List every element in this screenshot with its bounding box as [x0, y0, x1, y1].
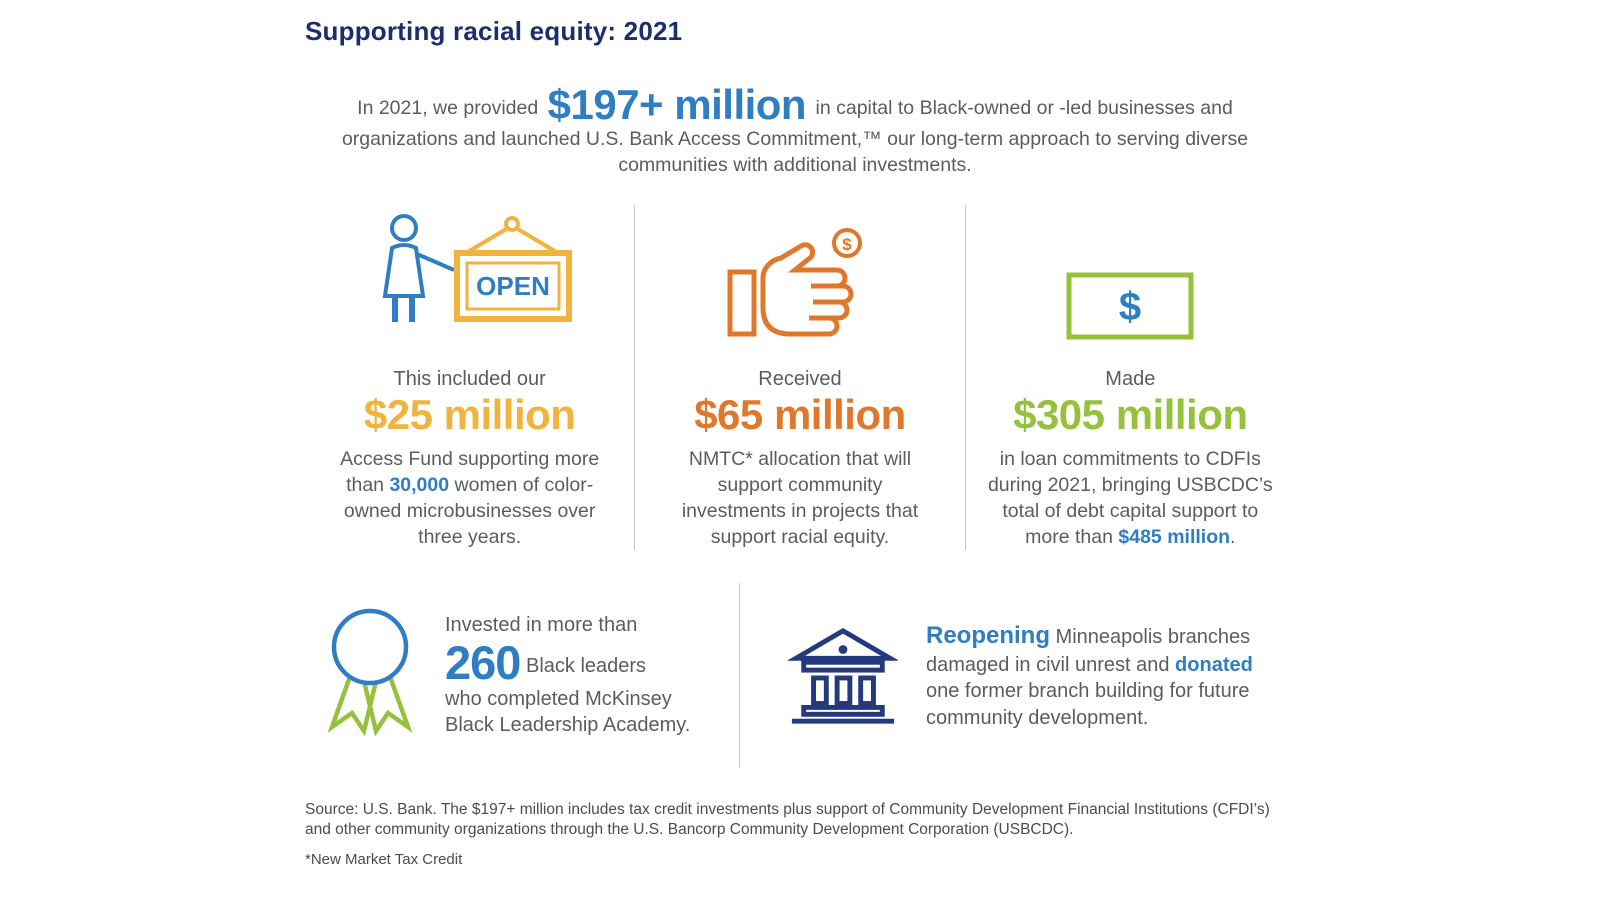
stat-body-post: women of color-owned microbusinesses ove…: [343, 473, 596, 548]
intro-paragraph: In 2021, we provided $197+ million in ca…: [330, 84, 1260, 178]
stat-body: in loan commitments to CDFIs during 2021…: [980, 446, 1280, 551]
branches-highlight-reopening: Reopening: [926, 622, 1050, 650]
bank-building-icon-svg: [788, 627, 898, 724]
intro-amount: $197+ million: [547, 81, 807, 128]
intro-text-pre: In 2021, we provided: [357, 97, 544, 119]
stat-label: This included our: [393, 368, 546, 391]
stat-branches: Reopening Minneapolis branches damaged i…: [740, 583, 1295, 768]
stat-body: Access Fund supporting more than 30,000 …: [328, 446, 612, 551]
hand-coin-icon-svg: $: [727, 228, 862, 337]
column-divider: [964, 205, 966, 550]
dollar-bill-icon-svg: $: [1066, 272, 1194, 340]
stat-body-pre: Access Fund supporting more than: [340, 447, 600, 496]
bottom-row: Invested in more than 260 Black leaders …: [305, 583, 1295, 768]
stat-body: NMTC* allocation that will support commu…: [678, 446, 922, 551]
leaders-count: 260: [445, 635, 521, 689]
stat-body-highlight: $485 million: [1118, 525, 1231, 548]
bottom-divider: [739, 583, 740, 768]
award-ribbon-icon: [317, 607, 423, 745]
branches-text-1: Minneapolis branches damaged in civil un…: [926, 626, 1251, 676]
leaders-line1: Invested in more than: [445, 614, 638, 637]
stat-label: Made: [1105, 368, 1156, 391]
open-sign-icon: OPEN: [364, 205, 576, 340]
stat-loan-commitments: $ Made $305 million in loan commitments …: [966, 205, 1295, 550]
dollar-bill-icon: $: [1066, 205, 1194, 340]
page-title: Supporting racial equity: 2021: [305, 16, 683, 46]
stat-nmtc: $ Received $65 million NMTC* allocation …: [635, 205, 964, 550]
stat-body-pre: NMTC* allocation that will support commu…: [681, 447, 919, 548]
branches-text-2: one former branch building for future co…: [926, 680, 1250, 729]
open-sign-text: OPEN: [476, 271, 550, 301]
stat-amount: $25 million: [363, 391, 576, 439]
leaders-after-count: Black leaders: [520, 654, 647, 677]
stat-body-pre: in loan commitments to CDFIs during 2021…: [987, 447, 1273, 548]
source-note: Source: U.S. Bank. The $197+ million inc…: [305, 801, 1270, 838]
stat-amount: $65 million: [694, 391, 906, 439]
stat-body-post: .: [1230, 525, 1236, 548]
open-sign-icon-svg: OPEN: [382, 214, 572, 323]
bill-dollar-text: $: [1119, 285, 1141, 329]
footnote-nmtc: *New Market Tax Credit: [305, 851, 463, 868]
bank-building-icon: [788, 624, 898, 728]
coin-dollar-text: $: [842, 235, 852, 254]
stat-label: Received: [758, 368, 842, 391]
stats-row: OPEN This included our $25 million Acces…: [305, 205, 1295, 550]
leaders-rest: who completed McKinsey Black Leadership …: [445, 687, 691, 737]
branches-highlight-donated: donated: [1175, 653, 1253, 676]
intro-text-post: in capital to Black-owned or -led busine…: [341, 97, 1249, 177]
black-leaders-text: Invested in more than 260 Black leaders …: [445, 612, 703, 738]
stat-access-fund: OPEN This included our $25 million Acces…: [305, 205, 634, 550]
column-divider: [634, 205, 636, 550]
stat-amount: $305 million: [1013, 391, 1248, 439]
hand-coin-icon: $: [725, 205, 875, 340]
stat-body-highlight: 30,000: [389, 473, 450, 496]
branches-text: Reopening Minneapolis branches damaged i…: [926, 620, 1276, 731]
stat-black-leaders: Invested in more than 260 Black leaders …: [305, 583, 739, 768]
award-ribbon-icon-svg: [327, 608, 413, 737]
